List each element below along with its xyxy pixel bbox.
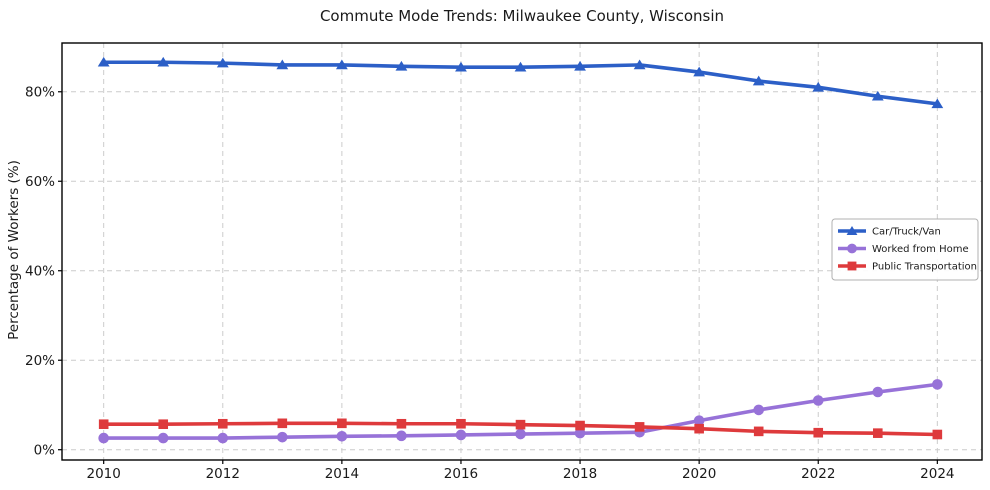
marker-public-transportation-2019: [634, 422, 645, 432]
marker-car-truck-van-2011: [157, 56, 170, 67]
marker-car-truck-van-2016: [455, 61, 467, 72]
xtick-label-2010: 2010: [87, 466, 121, 482]
ytick-label-40: 40%: [25, 263, 55, 279]
marker-car-truck-van-2023: [871, 90, 884, 101]
marker-worked-from-home-2020: [693, 415, 705, 426]
marker-car-truck-van-2012: [216, 57, 229, 68]
xtick-label-2014: 2014: [325, 466, 359, 482]
marker-car-truck-van-2024: [931, 98, 944, 109]
marker-worked-from-home-2010: [98, 432, 109, 444]
xtick-label-2020: 2020: [682, 466, 716, 482]
plot-border: [61, 42, 983, 461]
marker-public-transportation-2016: [456, 418, 466, 429]
legend-box: [831, 218, 979, 281]
grid: [62, 43, 982, 460]
marker-public-transportation-2012: [217, 418, 228, 429]
axis-ticks: 0% 20% 40% 60% 80% 2010 2012 2014 2016 2018 2020 20…: [25, 84, 955, 482]
legend-entry-worked-from-home: Worked from Home: [838, 243, 969, 255]
marker-car-truck-van-2017: [514, 61, 527, 72]
xtick-label-2012: 2012: [206, 466, 240, 482]
marker-public-transportation-2024: [932, 429, 943, 440]
legend-square-icon: [847, 261, 857, 271]
marker-worked-from-home-2018: [574, 427, 586, 439]
marker-worked-from-home-2015: [396, 430, 407, 442]
marker-worked-from-home-2013: [277, 431, 288, 443]
xtick-label-2022: 2022: [801, 466, 835, 482]
y-axis-label: Percentage of Workers (%): [6, 160, 22, 340]
ytick-label-80: 80%: [25, 84, 55, 100]
marker-car-truck-van-2022: [812, 81, 825, 92]
marker-public-transportation-2022: [813, 427, 824, 438]
marker-car-truck-van-2021: [752, 75, 765, 86]
marker-public-transportation-2014: [337, 418, 347, 429]
marker-public-transportation-2010: [98, 419, 109, 430]
legend-entry-car-truck-van: Car/Truck/Van: [838, 226, 941, 238]
marker-car-truck-van-2018: [574, 60, 586, 71]
ytick-label-0: 0%: [34, 442, 56, 458]
marker-worked-from-home-2011: [157, 432, 169, 444]
marker-car-truck-van-2010: [97, 56, 110, 67]
legend-label-car-truck-van: Car/Truck/Van: [872, 227, 941, 238]
marker-worked-from-home-2017: [515, 428, 526, 440]
marker-car-truck-van-2015: [395, 60, 408, 71]
marker-car-truck-van-2019: [633, 59, 646, 70]
series-public-transportation: [98, 418, 943, 440]
marker-worked-from-home-2014: [336, 430, 348, 442]
xtick-label-2016: 2016: [444, 466, 478, 482]
chart-title: Commute Mode Trends: Milwaukee County, W…: [319, 7, 725, 25]
legend-entry-public-transportation: Public Transportation: [838, 262, 977, 273]
ytick-label-20: 20%: [25, 353, 55, 369]
marker-public-transportation-2021: [753, 426, 764, 437]
marker-worked-from-home-2024: [932, 379, 943, 390]
legend-circle-icon: [847, 243, 857, 254]
marker-worked-from-home-2012: [217, 432, 229, 444]
legend: Car/Truck/Van Worked from Home Public Tran…: [831, 218, 979, 281]
marker-worked-from-home-2021: [753, 404, 764, 416]
marker-car-truck-van-2014: [335, 59, 348, 70]
legend-label-worked-from-home: Worked from Home: [872, 244, 969, 255]
marker-worked-from-home-2016: [455, 429, 467, 441]
legend-label-public-transportation: Public Transportation: [872, 262, 977, 273]
marker-public-transportation-2020: [694, 423, 704, 434]
marker-public-transportation-2023: [872, 428, 883, 438]
legend-triangle-icon: [846, 226, 858, 235]
series-car-truck-van: [97, 56, 944, 109]
marker-car-truck-van-2020: [693, 66, 706, 77]
marker-public-transportation-2015: [396, 418, 407, 429]
marker-worked-from-home-2022: [812, 395, 824, 406]
marker-worked-from-home-2023: [872, 386, 884, 398]
marker-public-transportation-2018: [575, 420, 585, 431]
xtick-label-2018: 2018: [563, 466, 597, 482]
marker-car-truck-van-2013: [276, 59, 289, 70]
marker-public-transportation-2013: [277, 418, 288, 429]
xtick-label-2024: 2024: [920, 466, 954, 482]
marker-public-transportation-2017: [515, 419, 526, 430]
marker-public-transportation-2011: [158, 419, 169, 430]
ytick-label-60: 60%: [25, 174, 55, 190]
series-worked-from-home: [98, 379, 943, 444]
